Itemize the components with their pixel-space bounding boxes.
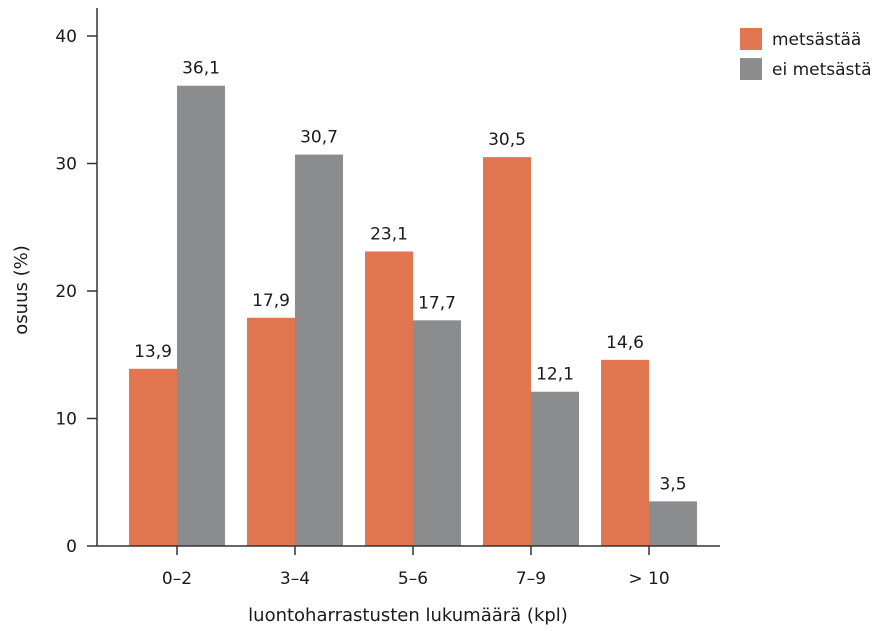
bar-metsastaa (483, 157, 531, 546)
bar-metsastaa (601, 359, 649, 546)
y-tick-label: 0 (66, 537, 77, 557)
y-axis-title: osuus (%) (11, 245, 32, 334)
bar-ei-metsasta (413, 320, 461, 546)
bar-ei-metsasta (649, 501, 697, 546)
bar-value-label: 17,7 (418, 293, 456, 313)
bar-value-label: 17,9 (252, 291, 290, 311)
x-tick-label: 0–2 (162, 569, 192, 589)
bar-metsastaa (129, 368, 177, 546)
bar-ei-metsasta (295, 154, 343, 546)
bar-ei-metsasta (531, 391, 579, 546)
legend-label: metsästää (772, 30, 861, 50)
x-tick-label: 5–6 (398, 569, 428, 589)
bar-value-label: 3,5 (659, 474, 686, 494)
y-tick-label: 30 (55, 155, 77, 175)
legend-label: ei metsästä (772, 60, 872, 80)
bar-value-label: 30,5 (488, 130, 526, 150)
x-axis-ticks: 0–2 3–4 5–6 7–9 > 10 (162, 546, 670, 589)
legend: metsästää ei metsästä (740, 28, 872, 80)
data-labels-layer: 13,9 36,1 17,9 30,7 23,1 17,7 30,5 12,1 14,6 3,5 (134, 59, 686, 495)
bar-ei-metsasta (177, 85, 225, 546)
bar-value-label: 36,1 (182, 59, 220, 79)
bars-layer (129, 85, 697, 546)
bar-value-label: 14,6 (606, 333, 644, 353)
y-tick-label: 10 (55, 410, 77, 430)
bar-value-label: 30,7 (300, 128, 338, 148)
bar-metsastaa (365, 251, 413, 546)
y-axis-ticks: 0 10 20 30 40 (55, 27, 97, 557)
y-tick-label: 40 (55, 27, 77, 47)
bar-value-label: 12,1 (536, 365, 574, 385)
bar-value-label: 23,1 (370, 224, 408, 244)
legend-swatch (740, 28, 762, 50)
bar-value-label: 13,9 (134, 342, 172, 362)
bar-metsastaa (247, 317, 295, 546)
legend-swatch (740, 58, 762, 80)
x-tick-label: 7–9 (516, 569, 546, 589)
x-axis-title: luontoharrastusten lukumäärä (kpl) (248, 605, 568, 626)
x-tick-label: 3–4 (280, 569, 310, 589)
x-tick-label: > 10 (628, 569, 669, 589)
y-tick-label: 20 (55, 282, 77, 302)
